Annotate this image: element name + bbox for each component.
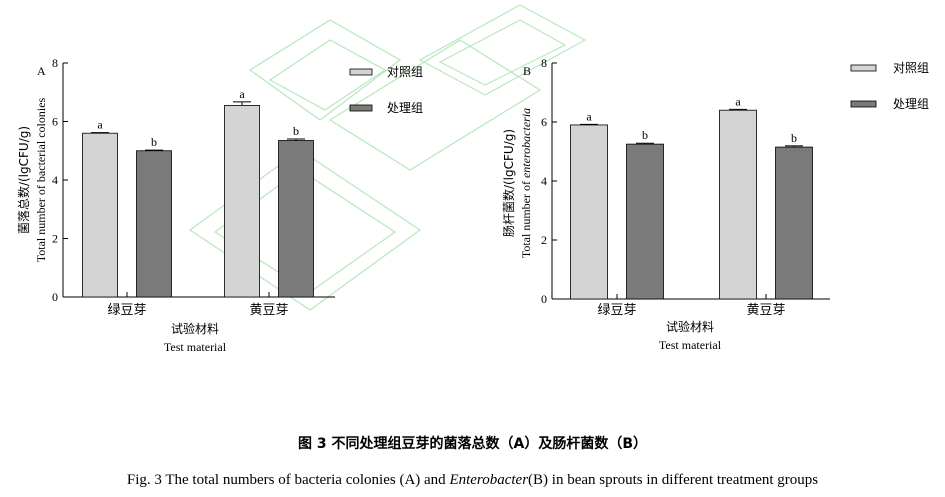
significance-label-a-s1-g0: b	[151, 135, 157, 149]
bars-a: a a b b	[82, 87, 314, 298]
y-axis-title-zh-a: 菌落总数/(lgCFU/g)	[16, 126, 31, 234]
y-tick-label-a-1: 2	[52, 232, 58, 246]
legend-label-b-1: 处理组	[893, 97, 929, 111]
y-tick-label-b-3: 6	[541, 115, 547, 129]
y-tick-label-a-0: 0	[52, 290, 58, 304]
panel-label-b: B	[523, 64, 531, 78]
legend-label-a-0: 对照组	[387, 65, 423, 79]
y-axis-title-en-b-prefix: Total number of	[519, 178, 533, 258]
x-axis-title-zh-a: 试验材料	[171, 321, 219, 336]
x-category-a-0: 绿豆芽	[107, 303, 146, 318]
legend-swatch-b-1	[850, 100, 877, 108]
figure-title: 图 3 不同处理组豆芽的菌落总数（A）及肠杆菌数（B）	[298, 436, 647, 452]
figure-caption-prefix: Fig. 3 The total numbers of bacteria col…	[126, 472, 450, 488]
x-axis-title-en-b: Test material	[659, 338, 722, 352]
significance-label-b-s1-g0: b	[642, 128, 648, 142]
figure-caption-italic: Enterobacter	[449, 472, 529, 488]
bar-a-s1-g1	[278, 140, 314, 298]
legend-label-a-1: 处理组	[387, 101, 423, 115]
x-category-b-0: 绿豆芽	[597, 303, 636, 318]
legend-swatch-b-0	[850, 64, 877, 72]
legend-swatch-a-0	[349, 68, 373, 76]
legend-b: 对照组 处理组	[850, 61, 929, 111]
bar-b-s0-g0	[570, 124, 608, 300]
significance-label-a-s1-g1: b	[293, 124, 299, 138]
watermark	[188, 4, 587, 311]
y-ticks-b: 0 2 4 6 8	[541, 56, 767, 306]
panel-label-a: A	[37, 64, 46, 78]
bar-b-s1-g0	[626, 143, 664, 300]
y-axis-title-en-b: Total number of enterobacteria	[519, 108, 533, 258]
significance-label-b-s1-g1: b	[791, 131, 797, 145]
legend-label-b-0: 对照组	[893, 61, 929, 75]
y-ticks-a: 0 2 4 6 8	[52, 56, 270, 304]
y-axis-title-en-b-italic: enterobacteria	[519, 108, 533, 178]
y-axis-title-en-a: Total number of bacterial colonies	[34, 97, 48, 262]
y-tick-label-a-3: 6	[52, 115, 58, 129]
bar-b-s1-g1	[775, 146, 813, 300]
bars-b: a a b b	[570, 94, 813, 300]
bar-a-s1-g0	[136, 150, 172, 298]
bar-b-s0-g1	[719, 109, 757, 300]
y-tick-label-a-2: 4	[52, 173, 58, 187]
figure-caption: Fig. 3 The total numbers of bacteria col…	[0, 472, 945, 489]
x-axis-title-en-a: Test material	[164, 340, 227, 354]
significance-label-b-s0-g0: a	[586, 109, 592, 123]
y-tick-label-b-1: 2	[541, 233, 547, 247]
x-category-b-1: 黄豆芽	[746, 303, 785, 318]
y-tick-label-b-2: 4	[541, 174, 547, 188]
y-axis-title-zh-b: 肠杆菌数/(lgCFU/g)	[501, 129, 516, 237]
significance-label-a-s0-g1: a	[239, 87, 245, 101]
bar-a-s0-g1	[224, 105, 260, 298]
y-tick-label-b-4: 8	[541, 56, 547, 70]
legend-a: 对照组 处理组	[349, 65, 423, 115]
significance-label-b-s0-g1: a	[735, 94, 741, 108]
x-category-a-1: 黄豆芽	[249, 303, 288, 318]
significance-label-a-s0-g0: a	[97, 118, 103, 132]
legend-swatch-a-1	[349, 104, 373, 112]
y-tick-label-a-4: 8	[52, 56, 58, 70]
x-axis-title-zh-b: 试验材料	[666, 319, 714, 334]
y-tick-label-b-0: 0	[541, 292, 547, 306]
bar-a-s0-g0	[82, 132, 118, 298]
figure-caption-suffix: (B) in bean sprouts in different treatme…	[528, 472, 819, 488]
